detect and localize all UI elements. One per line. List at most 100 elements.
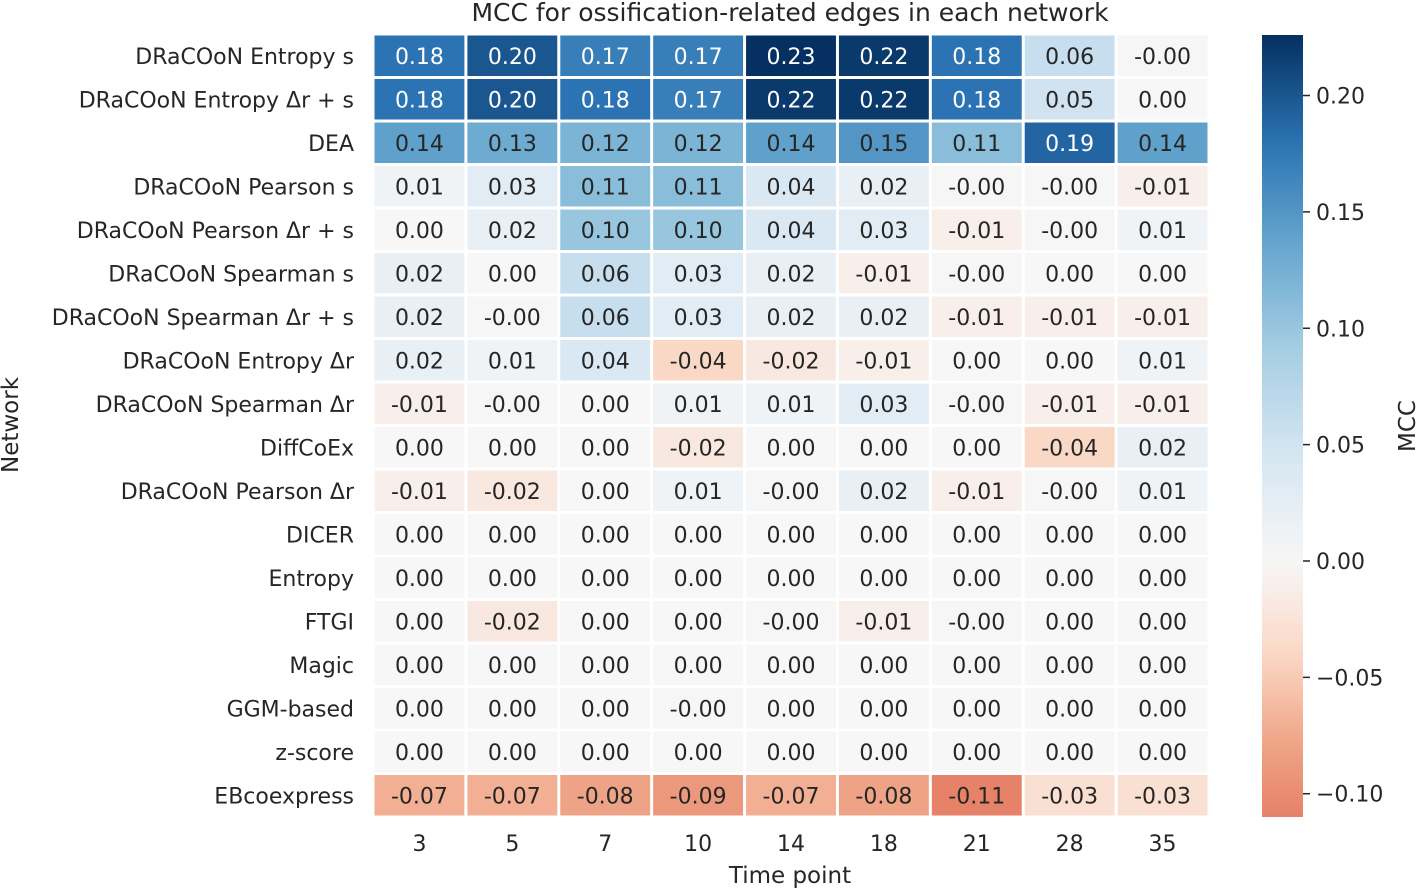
cell-value-label: -0.01 — [948, 480, 1005, 505]
heatmap-cell — [1117, 253, 1208, 294]
heatmap-cell — [374, 731, 465, 772]
heatmap-cell — [1024, 557, 1115, 598]
cell-value-label: -0.01 — [855, 262, 912, 287]
heatmap-cell — [653, 35, 744, 76]
heatmap-cell — [560, 601, 651, 642]
heatmap-cell — [374, 253, 465, 294]
cell-value-label: 0.15 — [859, 132, 908, 157]
colorbar-tick-label: −0.10 — [1316, 783, 1383, 808]
heatmap-cell — [838, 253, 929, 294]
cell-value-label: 0.00 — [581, 393, 630, 418]
heatmap-cell — [746, 601, 836, 642]
heatmap-cell — [653, 601, 744, 642]
cell-value-label: -0.01 — [391, 393, 448, 418]
cell-value-label: 0.00 — [952, 436, 1001, 461]
cell-value-label: 0.01 — [1138, 480, 1187, 505]
cell-value-label: 0.00 — [859, 523, 908, 548]
cell-value-label: 0.03 — [674, 262, 723, 287]
heatmap-cell — [1024, 122, 1115, 163]
cell-value-label: 0.02 — [1138, 436, 1187, 461]
cell-value-label: 0.06 — [581, 262, 630, 287]
x-tick-label: 21 — [963, 832, 991, 857]
heatmap-cell — [467, 122, 558, 163]
heatmap-cell — [931, 296, 1022, 337]
heatmap-cell — [653, 296, 744, 337]
cell-value-label: -0.00 — [763, 610, 820, 635]
heatmap-cell — [931, 688, 1022, 729]
heatmap-cell — [467, 557, 558, 598]
cell-value-label: 0.03 — [674, 306, 723, 331]
cell-value-label: -0.00 — [484, 306, 541, 331]
colorbar-tick-label: 0.10 — [1316, 317, 1365, 342]
heatmap-cell — [374, 296, 465, 337]
heatmap-cell — [467, 340, 558, 381]
cell-value-label: 0.13 — [488, 132, 537, 157]
heatmap-cell — [374, 644, 465, 685]
cell-value-label: -0.03 — [1134, 784, 1191, 809]
cell-value-label: 0.17 — [674, 88, 723, 113]
cell-value-label: 0.00 — [581, 523, 630, 548]
heatmap-cell — [931, 644, 1022, 685]
heatmap-cell — [560, 557, 651, 598]
heatmap-cell — [838, 688, 929, 729]
cell-value-label: 0.02 — [395, 349, 444, 374]
heatmap-cell — [374, 340, 465, 381]
cell-value-label: -0.01 — [1134, 306, 1191, 331]
cell-value-label: 0.02 — [395, 262, 444, 287]
cell-value-label: 0.04 — [767, 175, 816, 200]
cell-value-label: 0.00 — [674, 741, 723, 766]
heatmap-cell — [560, 340, 651, 381]
colorbar-tick-label: 0.00 — [1316, 550, 1365, 575]
heatmap-cell — [838, 601, 929, 642]
cell-value-label: 0.00 — [767, 741, 816, 766]
y-tick-label: Magic — [289, 654, 354, 679]
cell-value-label: 0.06 — [581, 306, 630, 331]
y-tick-labels: DRaCOoN Entropy s DRaCOoN Entropy Δr + s D… — [52, 45, 355, 810]
cell-value-label: -0.03 — [1041, 784, 1098, 809]
heatmap-cell — [560, 644, 651, 685]
heatmap-cell — [931, 775, 1022, 816]
heatmap-cell — [1117, 209, 1208, 250]
cell-value-label: 0.00 — [581, 697, 630, 722]
heatmap-cell — [653, 166, 744, 207]
heatmap-cell — [838, 35, 929, 76]
heatmap-cell — [467, 35, 558, 76]
cell-value-label: 0.01 — [767, 393, 816, 418]
heatmap-cell — [838, 775, 929, 816]
cell-value-label: 0.02 — [395, 306, 444, 331]
y-tick-label: FTGI — [305, 610, 354, 635]
heatmap-cell — [1117, 601, 1208, 642]
heatmap-cell — [1024, 514, 1115, 555]
heatmap-cell — [838, 209, 929, 250]
heatmap-cell — [1024, 340, 1115, 381]
cell-value-label: 0.00 — [581, 610, 630, 635]
cell-value-label: 0.00 — [395, 741, 444, 766]
heatmap-cell — [467, 688, 558, 729]
heatmap-cell — [931, 470, 1022, 511]
y-tick-label: DRaCOoN Entropy Δr — [123, 349, 355, 374]
cell-value-label: 0.00 — [674, 567, 723, 592]
chart-title: MCC for ossification-related edges in ea… — [471, 0, 1109, 27]
cell-value-label: -0.07 — [763, 784, 820, 809]
heatmap-cell — [1117, 470, 1208, 511]
heatmap-cell — [374, 35, 465, 76]
cell-value-label: 0.00 — [1045, 523, 1094, 548]
cell-value-label: 0.00 — [674, 610, 723, 635]
heatmap-cell — [746, 340, 836, 381]
heatmap-cell — [1024, 35, 1115, 76]
heatmap-cell — [931, 253, 1022, 294]
heatmap-cell — [838, 557, 929, 598]
cell-value-label: -0.00 — [484, 393, 541, 418]
cell-value-label: -0.00 — [948, 610, 1005, 635]
heatmap-cell — [931, 35, 1022, 76]
cell-value-label: 0.18 — [952, 88, 1001, 113]
heatmap-cell — [746, 383, 836, 424]
heatmap-cell — [653, 514, 744, 555]
cell-value-label: 0.20 — [488, 88, 537, 113]
cell-value-label: -0.04 — [670, 349, 727, 374]
heatmap-cell — [838, 79, 929, 120]
y-tick-label: DRaCOoN Spearman Δr + s — [52, 306, 354, 331]
heatmap-cell — [1024, 383, 1115, 424]
heatmap-cell — [838, 383, 929, 424]
heatmap-cell — [653, 253, 744, 294]
